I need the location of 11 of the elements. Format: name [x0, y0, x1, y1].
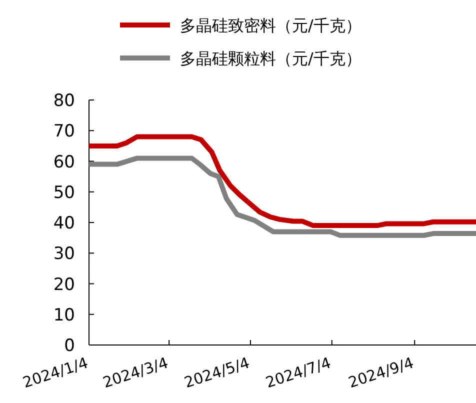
y-tick-label: 70 — [53, 122, 75, 142]
legend-label: 多晶硅颗粒料（元/千克） — [180, 49, 362, 68]
y-tick-label: 10 — [53, 305, 75, 326]
y-tick-label: 80 — [53, 91, 75, 111]
y-tick-label: 0 — [64, 336, 75, 356]
legend-label: 多晶硅致密料（元/千克） — [180, 16, 362, 35]
y-tick-label: 50 — [53, 182, 75, 203]
y-tick-label: 60 — [53, 152, 75, 172]
y-tick-label: 20 — [53, 274, 75, 295]
y-tick-label: 40 — [53, 214, 75, 234]
y-tick-label: 30 — [53, 244, 75, 264]
